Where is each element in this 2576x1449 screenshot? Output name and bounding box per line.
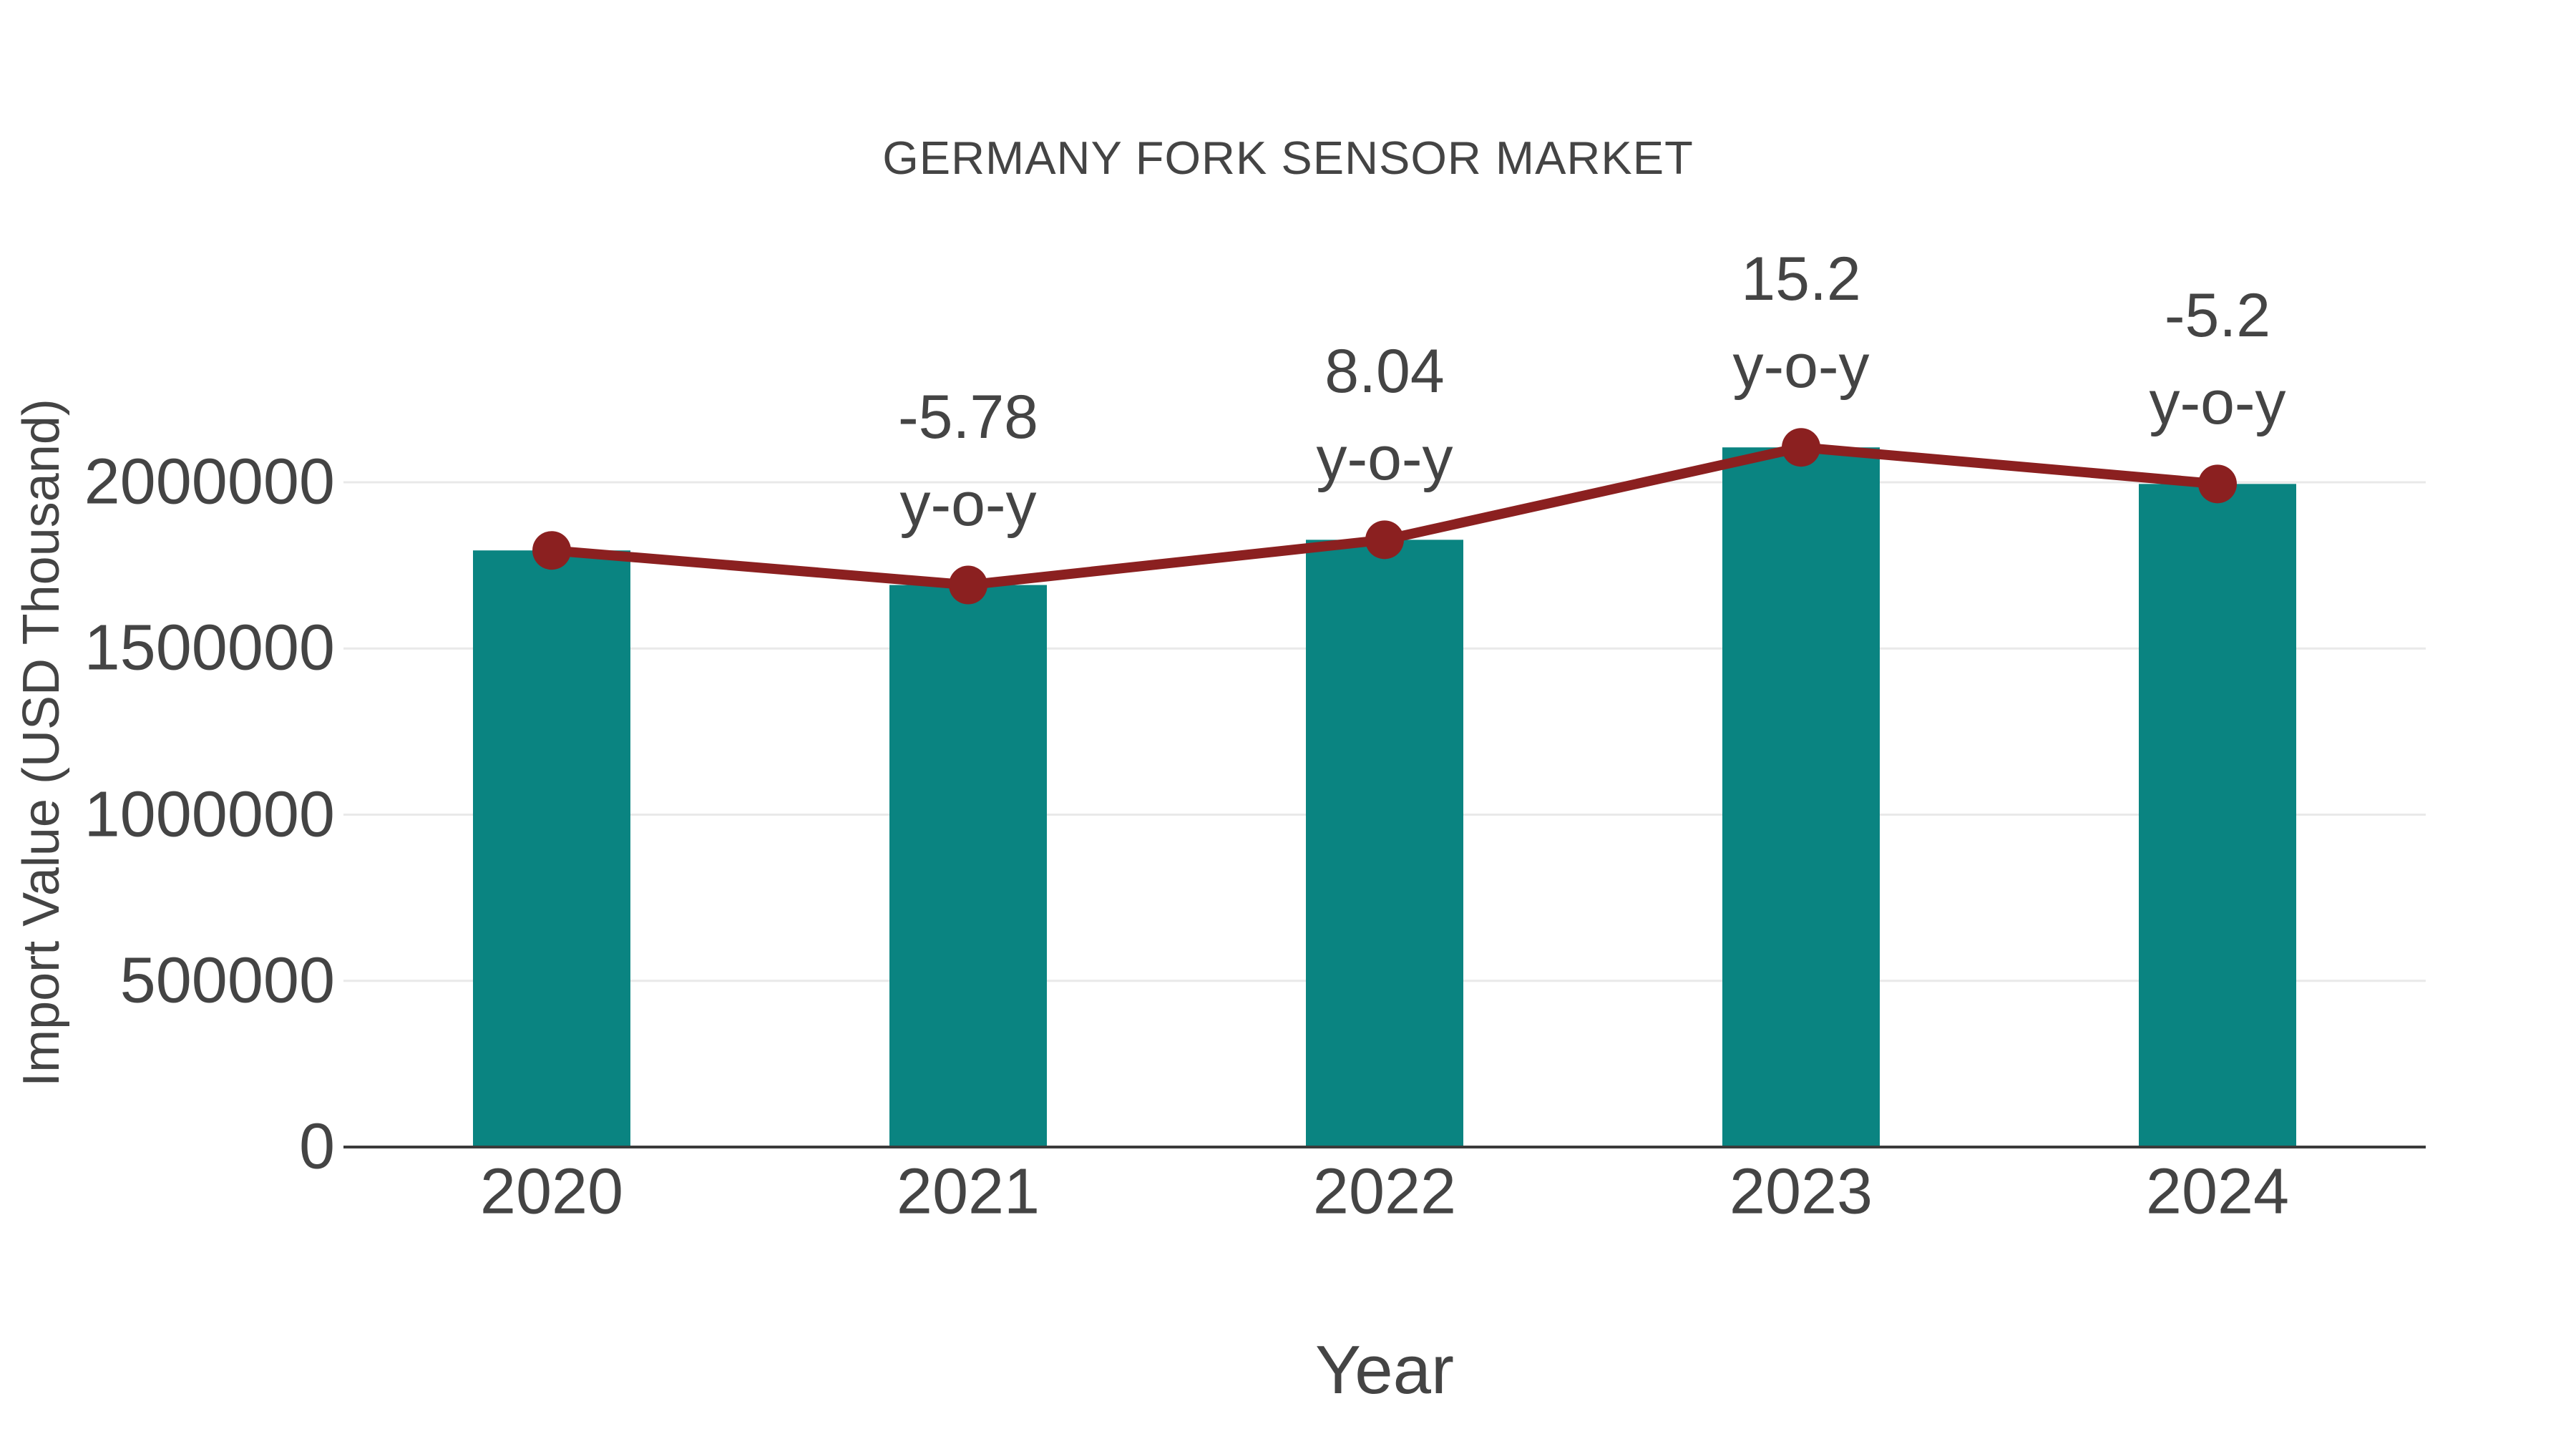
ytick-label-1000000: 1000000 (84, 779, 335, 850)
bar-2021[interactable] (889, 585, 1047, 1147)
bar-2024[interactable] (2139, 484, 2296, 1147)
xtick-label-2024: 2024 (2145, 1156, 2290, 1228)
yoy-annotation-2024: -5.2 y-o-y (2149, 272, 2285, 447)
ytick-label-2000000: 2000000 (84, 446, 335, 518)
xtick-label-2020: 2020 (479, 1156, 624, 1228)
y-axis-title: Import Value (USD Thousand) (13, 399, 70, 1087)
xtick-label-2023: 2023 (1729, 1156, 1873, 1228)
yoy-annotation-caption: y-o-y (1732, 332, 1870, 401)
yoy-marker-2023[interactable] (1782, 428, 1820, 467)
xtick-label-2022: 2022 (1312, 1156, 1457, 1228)
yoy-annotation-caption: y-o-y (899, 469, 1037, 539)
chart-title: GERMANY FORK SENSOR MARKET (882, 132, 1694, 184)
yoy-annotation-caption: y-o-y (1316, 424, 1453, 494)
xtick-label-2021: 2021 (896, 1156, 1040, 1228)
yoy-marker-2024[interactable] (2198, 464, 2237, 504)
yoy-marker-2022[interactable] (1365, 520, 1404, 560)
yoy-marker-2021[interactable] (949, 565, 987, 605)
ytick-label-0: 0 (298, 1111, 335, 1183)
bar-2022[interactable] (1306, 540, 1463, 1147)
yoy-annotation-value: 8.04 (1324, 337, 1445, 406)
yoy-marker-2020[interactable] (532, 531, 571, 570)
yoy-annotation-value: -5.78 (897, 382, 1039, 452)
ytick-label-1500000: 1500000 (84, 612, 335, 684)
yoy-annotation-2021: -5.78 y-o-y (898, 374, 1038, 548)
ytick-label-500000: 500000 (119, 945, 335, 1017)
yoy-annotation-2023: 15.2 y-o-y (1732, 235, 1869, 410)
bar-2023[interactable] (1722, 447, 1880, 1147)
yoy-annotation-caption: y-o-y (2149, 369, 2286, 438)
yoy-annotation-value: 15.2 (1741, 245, 1861, 314)
x-axis-title: Year (1315, 1332, 1454, 1408)
yoy-annotation-2022: 8.04 y-o-y (1316, 328, 1453, 502)
yoy-annotation-value: -5.2 (2164, 281, 2271, 351)
bar-2020[interactable] (473, 550, 630, 1147)
